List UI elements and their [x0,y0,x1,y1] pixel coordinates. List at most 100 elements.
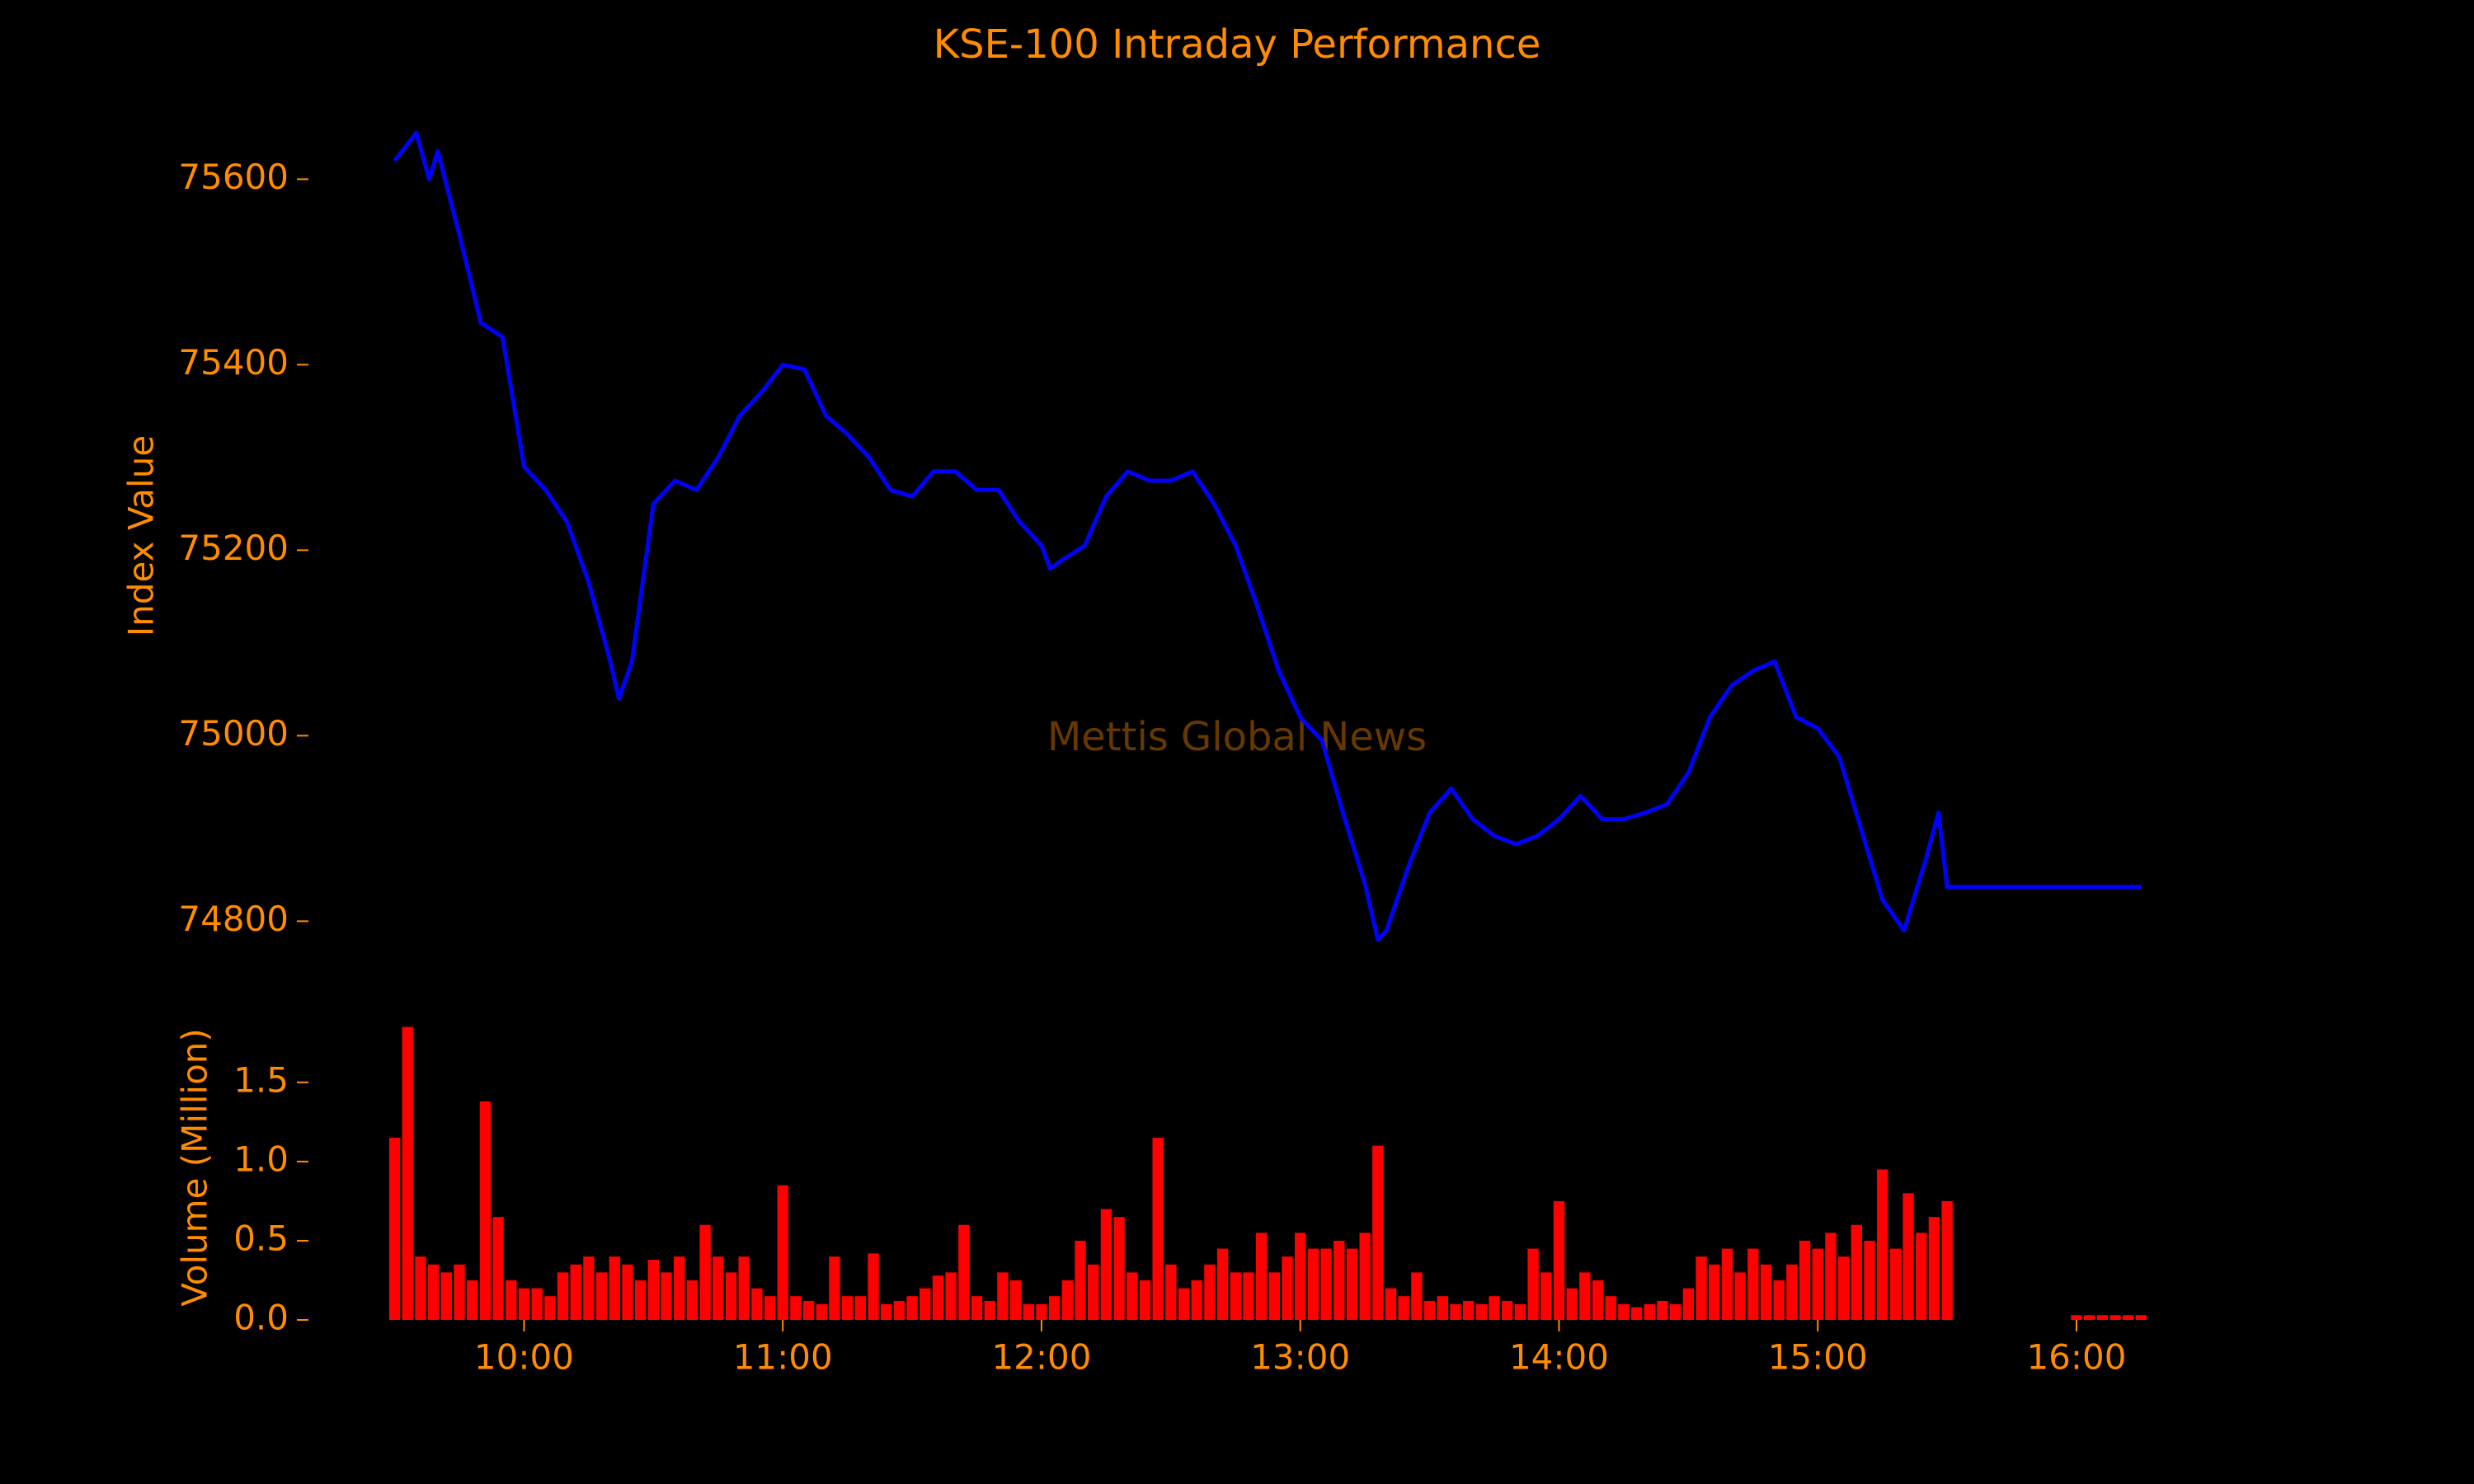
volume-bar [841,1296,854,1320]
volume-bar [1255,1233,1268,1320]
volume-bar [1113,1217,1125,1320]
volume-bar [1036,1303,1047,1320]
volume-bar [440,1272,453,1320]
volume-bar [2109,1315,2121,1320]
volume-bar [1605,1296,1616,1320]
volume-bar [829,1256,840,1320]
volume-bar [816,1303,827,1320]
volume-bar [1359,1233,1371,1320]
volume-bar [790,1296,802,1320]
x-tick-label: 10:00 [474,1337,574,1378]
volume-bar [583,1256,595,1320]
volume-bar [492,1217,504,1320]
volume-bar [1061,1280,1074,1320]
volume-bar [1747,1248,1759,1320]
volume-bar [1682,1288,1695,1320]
volume-bar [1075,1240,1086,1320]
volume-bar [674,1256,685,1320]
volume-bar [1889,1248,1902,1320]
volume-bar [932,1275,944,1320]
volume-bar [1696,1256,1707,1320]
x-tick-label: 11:00 [733,1337,833,1378]
volume-bar [854,1296,867,1320]
volume-bar [713,1256,724,1320]
volume-bar [881,1303,892,1320]
volume-bar [1320,1248,1332,1320]
volume-bar [1579,1272,1591,1320]
volume-bar [2123,1315,2134,1320]
volume-bar [1592,1280,1604,1320]
volume-bar [1618,1303,1630,1320]
volume-bar [1475,1303,1488,1320]
volume-bar [1230,1272,1241,1320]
volume-bar [2083,1315,2095,1320]
volume-bar [1165,1264,1177,1320]
volume-bar [1411,1272,1423,1320]
volume-bar [467,1280,478,1320]
volume-bar [958,1224,970,1320]
y-tick-label: 1.0 [233,1139,289,1179]
volume-bar [725,1272,737,1320]
volume-bar [1178,1288,1190,1320]
volume-bar [1553,1200,1565,1320]
volume-bar [906,1296,918,1320]
volume-bar [1527,1248,1539,1320]
volume-bar [1657,1300,1668,1320]
y-tick-label: 0.5 [233,1218,289,1258]
volume-bar [427,1264,440,1320]
volume-bar [738,1256,750,1320]
volume-bar [544,1296,556,1320]
x-tick-label: 14:00 [1509,1337,1609,1378]
volume-bar [1876,1169,1888,1320]
volume-bar [1191,1280,1202,1320]
volume-bar [1903,1193,1914,1320]
volume-bar [661,1272,672,1320]
volume-bar [1812,1248,1823,1320]
volume-bar [1100,1209,1112,1320]
volume-bar [699,1224,711,1320]
volume-bar [1216,1248,1229,1320]
volume-bar [506,1280,517,1320]
volume-bar [764,1296,776,1320]
volume-bar [1864,1240,1875,1320]
volume-bar [415,1256,426,1320]
volume-bar [1514,1303,1526,1320]
volume-bar [802,1300,815,1320]
y-tick-label: 75400 [178,342,289,383]
volume-bar [609,1256,620,1320]
volume-bar [751,1288,763,1320]
volume-bar [1139,1280,1151,1320]
volume-bar [1009,1280,1022,1320]
volume-bar [1243,1272,1254,1320]
volume-bar [557,1272,569,1320]
y-axis-label: Index Value [121,435,162,636]
volume-bar [2071,1315,2082,1320]
volume-bar [1346,1248,1358,1320]
volume-bar [454,1264,465,1320]
volume-bar [920,1288,931,1320]
volume-bar [1307,1248,1319,1320]
volume-bar [2135,1315,2147,1320]
volume-bar [868,1253,879,1320]
index-line [393,130,2142,942]
volume-bar [1566,1288,1578,1320]
volume-bar [1773,1280,1785,1320]
chart-title: KSE-100 Intraday Performance [934,21,1541,68]
x-tick-label: 13:00 [1250,1337,1350,1378]
volume-bar [2096,1315,2109,1320]
volume-bar [984,1300,995,1320]
volume-bar [1799,1240,1811,1320]
volume-bar [1709,1264,1720,1320]
volume-bar [1489,1296,1500,1320]
volume-bar [1630,1307,1643,1320]
x-tick-label: 15:00 [1768,1337,1868,1378]
volume-bar [1916,1233,1927,1320]
y-tick-label: 75600 [178,157,289,197]
volume-bar [595,1272,608,1320]
volume-bar [1502,1300,1513,1320]
volume-bar [1941,1200,1953,1320]
y-axis-label: Volume (Million) [175,1028,215,1307]
volume-bar [1088,1264,1099,1320]
volume-bar [1462,1300,1475,1320]
